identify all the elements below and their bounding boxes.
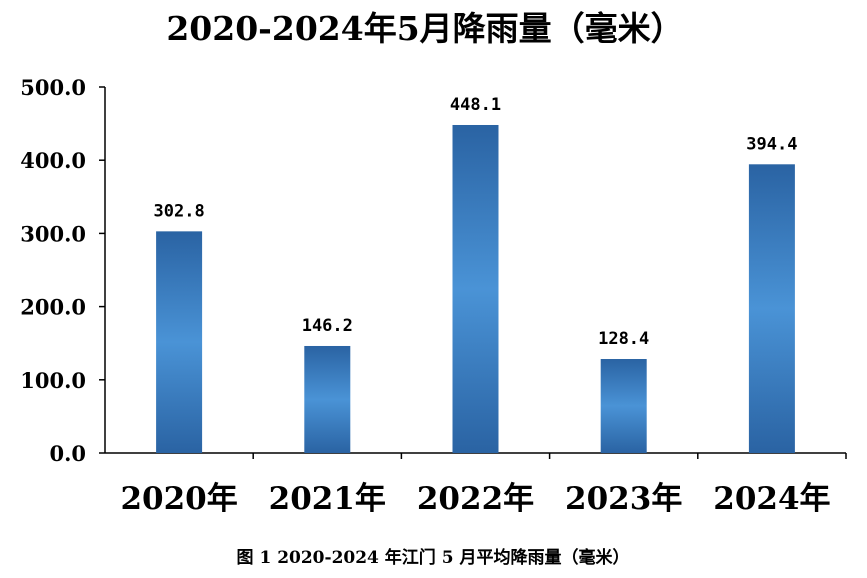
y-tick-label: 400.0 [20,148,86,173]
x-category-label: 2020年 [120,481,237,517]
y-tick-label: 200.0 [20,295,86,320]
bar-2021年 [304,345,351,453]
figure-caption: 图 1 2020-2024 年江门 5 月平均降雨量（毫米） [237,547,630,568]
x-category-label: 2023年 [565,481,682,517]
bar-2024年 [748,164,795,453]
bar-2023年 [600,359,647,453]
x-category-label: 2021年 [269,481,386,517]
y-tick-label: 100.0 [20,368,86,393]
bar-2020年 [156,231,203,453]
data-label: 394.4 [746,134,797,154]
chart-title: 2020-2024年5月降雨量（毫米） [166,9,683,48]
data-label: 146.2 [302,316,353,336]
plot-area: 0.0 100.0 200.0 300.0 400.0 500.0 302.8 2020年 14… [20,75,847,517]
data-label: 448.1 [450,95,501,115]
data-label: 302.8 [154,201,205,221]
y-tick-label: 300.0 [20,221,86,246]
x-category-label: 2022年 [417,481,534,517]
data-label: 128.4 [598,329,649,349]
bar-2022年 [452,124,499,454]
x-category-label: 2024年 [713,481,830,517]
y-tick-label: 0.0 [49,441,86,466]
y-tick-label: 500.0 [20,75,86,100]
